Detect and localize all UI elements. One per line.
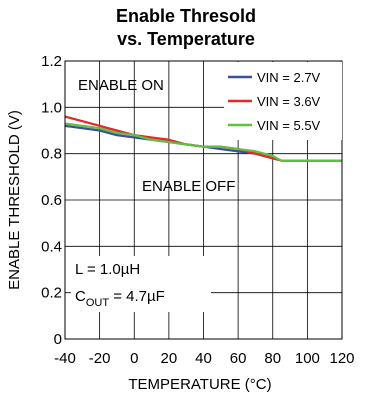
x-tick-label: -20 — [89, 350, 111, 367]
x-tick-label: 0 — [130, 350, 138, 367]
x-tick-label: 60 — [230, 350, 247, 367]
y-tick-label: 0.4 — [41, 238, 62, 255]
tick-layer: -40 -20 0 20 40 60 80 100 120 0 0.2 0.4 0.6 0.8 1.0 1.2 — [41, 53, 354, 367]
enable-off-label: ENABLE OFF — [142, 178, 235, 195]
chart-title-line-1: Enable Thresold — [115, 6, 257, 26]
enable-on-label: ENABLE ON — [78, 77, 164, 94]
y-tick-label: 0.6 — [41, 192, 62, 209]
legend: VIN = 2.7V VIN = 3.6V VIN = 5.5V — [224, 62, 342, 140]
inductor-label: L = 1.0µH — [75, 261, 140, 278]
series-layer — [64, 115, 342, 162]
legend-label-3: VIN = 5.5V — [257, 118, 321, 133]
capacitor-value: = 4.7µF — [109, 288, 165, 305]
conditions-box-bg — [71, 256, 211, 312]
x-tick-label: 20 — [161, 350, 178, 367]
legend-label-1: VIN = 2.7V — [257, 70, 321, 85]
capacitor-main: C — [75, 288, 86, 305]
x-tick-label: 40 — [195, 350, 212, 367]
capacitor-subscript: OUT — [86, 297, 110, 309]
series-line-3 — [64, 122, 342, 162]
y-tick-label: 1.0 — [41, 99, 62, 116]
x-axis-label: TEMPERATURE (°C) — [128, 376, 271, 393]
x-tick-label: 120 — [329, 350, 354, 367]
conditions-box: L = 1.0µH COUT = 4.7µF — [71, 256, 211, 312]
x-tick-label: 100 — [295, 350, 320, 367]
legend-label-2: VIN = 3.6V — [257, 94, 321, 109]
y-tick-label: 1.2 — [41, 53, 62, 70]
x-tick-label: -40 — [54, 350, 76, 367]
capacitor-label: COUT = 4.7µF — [75, 288, 165, 309]
y-tick-label: 0.2 — [41, 285, 62, 302]
y-tick-label: 0 — [54, 331, 62, 348]
plot-frame — [64, 60, 343, 340]
chart-title-line-2: vs. Temperature — [117, 29, 255, 49]
y-axis-label: ENABLE THRESHOLD (V) — [6, 110, 23, 290]
x-tick-label: 80 — [264, 350, 281, 367]
y-tick-label: 0.8 — [41, 146, 62, 163]
